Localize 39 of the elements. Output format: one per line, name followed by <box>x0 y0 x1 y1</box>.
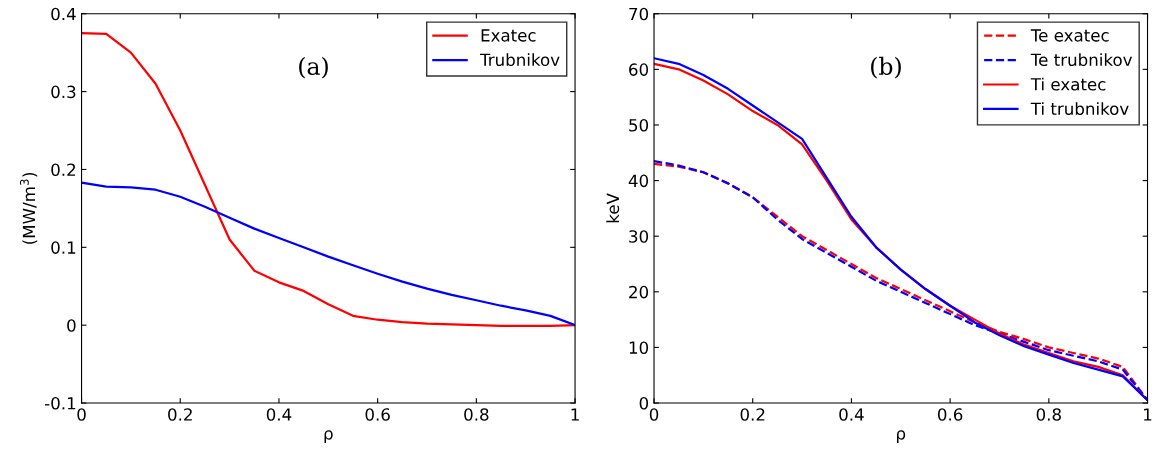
x-tick-label: 0.8 <box>464 408 489 421</box>
y-tick-label: 0 <box>639 397 649 410</box>
legend-label: Te trubnikov <box>1030 53 1133 67</box>
y-axis-title: keV <box>606 193 620 223</box>
y-tick-label: 0.2 <box>51 163 76 177</box>
y-tick-label: 60 <box>629 63 649 76</box>
x-axis-title: ρ <box>896 430 906 443</box>
legend-label: Te exatec <box>1030 29 1109 42</box>
annotation: (b) <box>871 56 901 79</box>
legend-label: Ti trubnikov <box>1030 102 1129 116</box>
y-tick-label: 30 <box>629 230 649 243</box>
legend-label: Exatec <box>481 29 536 42</box>
x-tick-label: 0 <box>77 408 86 421</box>
x-tick-label: 0.4 <box>839 408 864 421</box>
x-tick-label: 0.6 <box>937 408 963 421</box>
y-tick-label: 50 <box>629 118 649 132</box>
y-tick-label: 40 <box>628 174 649 188</box>
x-axis-title: ρ <box>324 430 333 443</box>
line-series <box>81 181 576 327</box>
x-tick-label: 0.8 <box>1036 408 1061 421</box>
x-tick-label: 0 <box>649 408 659 421</box>
x-tick-label: 0.6 <box>365 408 390 421</box>
legend-label: Trubnikov <box>479 53 560 67</box>
y-tick-label: 10 <box>629 341 649 354</box>
y-tick-label: 20 <box>629 285 649 299</box>
y-tick-label: 0 <box>67 319 76 332</box>
y-tick-label: 0.1 <box>51 241 76 254</box>
y-tick-label: -0.1 <box>44 397 76 410</box>
y-tick-label: 70 <box>629 7 649 21</box>
x-tick-label: 1 <box>571 408 579 421</box>
x-tick-label: 1 <box>1144 408 1152 421</box>
annotation: (a) <box>299 56 328 79</box>
x-tick-label: 0.2 <box>168 408 192 421</box>
y-tick-label: 0.3 <box>51 85 76 99</box>
y-tick-label: 0.4 <box>51 7 76 21</box>
legend-label: Ti exatec <box>1030 77 1106 91</box>
x-tick-label: 0.4 <box>266 408 292 421</box>
y-axis-title: (MW/m$^{3}$) <box>19 172 38 244</box>
x-tick-label: 0.2 <box>740 408 765 421</box>
